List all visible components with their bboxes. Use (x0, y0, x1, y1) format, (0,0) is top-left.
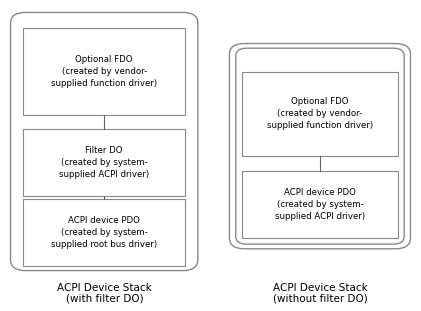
Text: Filter DO
(created by system-
supplied ACPI driver): Filter DO (created by system- supplied A… (59, 146, 149, 179)
Text: ACPI device PDO
(created by system-
supplied ACPI driver): ACPI device PDO (created by system- supp… (275, 188, 365, 221)
Text: ACPI device PDO
(created by system-
supplied root bus driver): ACPI device PDO (created by system- supp… (51, 216, 157, 249)
Text: Optional FDO
(created by vendor-
supplied function driver): Optional FDO (created by vendor- supplie… (51, 55, 157, 88)
FancyBboxPatch shape (229, 44, 410, 249)
Text: (with filter DO): (with filter DO) (66, 294, 143, 304)
Text: Optional FDO
(created by vendor-
supplied function driver): Optional FDO (created by vendor- supplie… (267, 97, 373, 130)
Bar (23, 129, 185, 196)
FancyBboxPatch shape (236, 48, 404, 244)
Text: ACPI Device Stack: ACPI Device Stack (57, 283, 152, 293)
Bar (242, 72, 398, 156)
Text: (without filter DO): (without filter DO) (272, 294, 368, 304)
Bar (23, 199, 185, 266)
FancyBboxPatch shape (11, 12, 198, 271)
Bar (242, 171, 398, 238)
Text: ACPI Device Stack: ACPI Device Stack (272, 283, 368, 293)
Bar (23, 28, 185, 115)
